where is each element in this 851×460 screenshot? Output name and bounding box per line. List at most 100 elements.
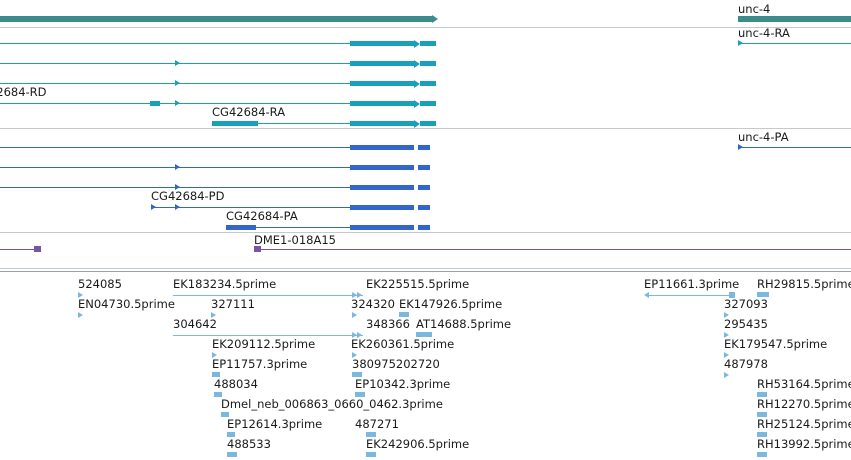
protein-intron-line (256, 227, 350, 228)
transcript-exon[interactable] (212, 121, 258, 126)
cdna-marker[interactable] (221, 412, 229, 417)
transcript-exon[interactable] (420, 41, 436, 46)
cdna-label: EK225515.5prime (366, 277, 470, 291)
insertion-label-dme1-018a15: DME1-018A15 (254, 233, 336, 247)
cdna-line (173, 335, 363, 336)
strand-arrow-icon (414, 100, 420, 108)
track-separator (0, 27, 851, 28)
gene-label-unc4: unc-4 (738, 2, 771, 16)
transcript-exon[interactable] (350, 81, 414, 86)
cdna-label: 327111 (211, 297, 255, 311)
cdna-marker-icon[interactable] (352, 352, 357, 358)
gene-feature[interactable] (0, 16, 432, 22)
transcript-exon[interactable] (350, 61, 414, 66)
cdna-marker-icon[interactable] (352, 332, 357, 338)
strand-arrow-icon (414, 120, 420, 128)
protein-intron-line (0, 147, 350, 148)
cdna-label: Dmel_neb_006863_0660_0462.3prime (221, 397, 443, 411)
protein-cds[interactable] (418, 145, 430, 150)
cdna-marker[interactable] (214, 392, 222, 397)
cdna-label: EP10342.3prime (355, 377, 451, 391)
cdna-marker[interactable] (366, 452, 376, 457)
transcript-exon[interactable] (420, 121, 436, 126)
strand-arrow-icon (151, 204, 156, 210)
protein-intron-line (151, 207, 350, 208)
track-separator (0, 128, 851, 129)
cdna-marker[interactable] (366, 432, 376, 437)
protein-cds[interactable] (418, 185, 430, 190)
strand-arrow-icon (175, 100, 180, 106)
strand-arrow-icon (414, 80, 420, 88)
gene-feature[interactable] (738, 16, 851, 22)
cdna-label: 348366 (366, 317, 410, 331)
transcript-exon[interactable] (350, 41, 414, 46)
cdna-label: EK260361.5prime (351, 337, 455, 351)
cdna-label: EP11757.3prime (212, 357, 308, 371)
transcript-exon[interactable] (420, 101, 436, 106)
strand-arrow-icon (175, 164, 180, 170)
cdna-label: RH53164.5prime (757, 377, 851, 391)
protein-cds[interactable] (350, 185, 414, 190)
cdna-marker[interactable] (757, 392, 767, 397)
cdna-marker-icon[interactable] (78, 312, 83, 318)
insertion-marker[interactable] (254, 246, 261, 252)
cdna-label: RH12270.5prime (757, 397, 851, 411)
cdna-label: EK242906.5prime (366, 437, 470, 451)
cdna-marker-icon[interactable] (724, 312, 729, 318)
cdna-label: EK209112.5prime (212, 337, 316, 351)
cdna-marker-icon[interactable] (644, 292, 649, 298)
track-separator (0, 271, 851, 272)
cdna-marker-icon[interactable] (724, 332, 729, 338)
cdna-marker-icon[interactable] (357, 332, 362, 338)
cdna-label: 327093 (724, 297, 768, 311)
cdna-marker[interactable] (355, 392, 365, 397)
cdna-marker-icon[interactable] (352, 292, 357, 298)
protein-label-unc4-pa: unc-4-PA (738, 130, 789, 144)
protein-cds[interactable] (226, 225, 256, 230)
cdna-marker[interactable] (757, 452, 767, 457)
protein-cds[interactable] (350, 145, 414, 150)
cdna-label: 295435 (724, 317, 768, 331)
cdna-label: RH29815.5prime (757, 277, 851, 291)
protein-cds[interactable] (418, 165, 430, 170)
cdna-marker-icon[interactable] (211, 312, 216, 318)
cdna-marker[interactable] (399, 312, 409, 317)
cdna-marker[interactable] (227, 452, 237, 457)
transcript-exon[interactable] (150, 101, 160, 106)
cdna-line (649, 295, 729, 296)
protein-cds[interactable] (350, 225, 414, 230)
cdna-label: RH25124.5prime (757, 417, 851, 431)
protein-cds[interactable] (350, 205, 414, 210)
cdna-marker-icon[interactable] (724, 372, 729, 378)
protein-label-cg42684-pd: CG42684-PD (151, 189, 225, 203)
cdna-marker[interactable] (227, 432, 235, 437)
cdna-marker[interactable] (757, 432, 767, 437)
transcript-intron-line (738, 43, 851, 44)
cdna-label: 324320 (351, 297, 395, 311)
cdna-label: EP12614.3prime (227, 417, 323, 431)
transcript-exon[interactable] (420, 81, 436, 86)
cdna-marker[interactable] (352, 372, 362, 377)
strand-arrow-icon (175, 60, 180, 66)
cdna-label: EK179547.5prime (724, 337, 828, 351)
protein-cds[interactable] (350, 165, 414, 170)
transcript-exon[interactable] (420, 61, 436, 66)
insertion-marker[interactable] (34, 246, 41, 252)
cdna-marker-icon[interactable] (352, 312, 357, 318)
cdna-marker[interactable] (757, 412, 767, 417)
cdna-marker[interactable] (416, 332, 432, 337)
transcript-exon[interactable] (350, 101, 414, 106)
cdna-marker[interactable] (757, 292, 769, 297)
strand-arrow-icon (175, 204, 180, 210)
cdna-marker[interactable] (729, 292, 735, 298)
cdna-marker-icon[interactable] (357, 292, 362, 298)
cdna-marker-icon[interactable] (724, 352, 729, 358)
protein-cds[interactable] (418, 225, 430, 230)
cdna-marker[interactable] (212, 372, 220, 377)
transcript-exon[interactable] (350, 121, 414, 126)
cdna-marker-icon[interactable] (212, 352, 217, 358)
cdna-label: EK183234.5prime (173, 277, 277, 291)
protein-cds[interactable] (418, 205, 430, 210)
cdna-marker-icon[interactable] (78, 292, 83, 298)
cdna-line (173, 295, 363, 296)
